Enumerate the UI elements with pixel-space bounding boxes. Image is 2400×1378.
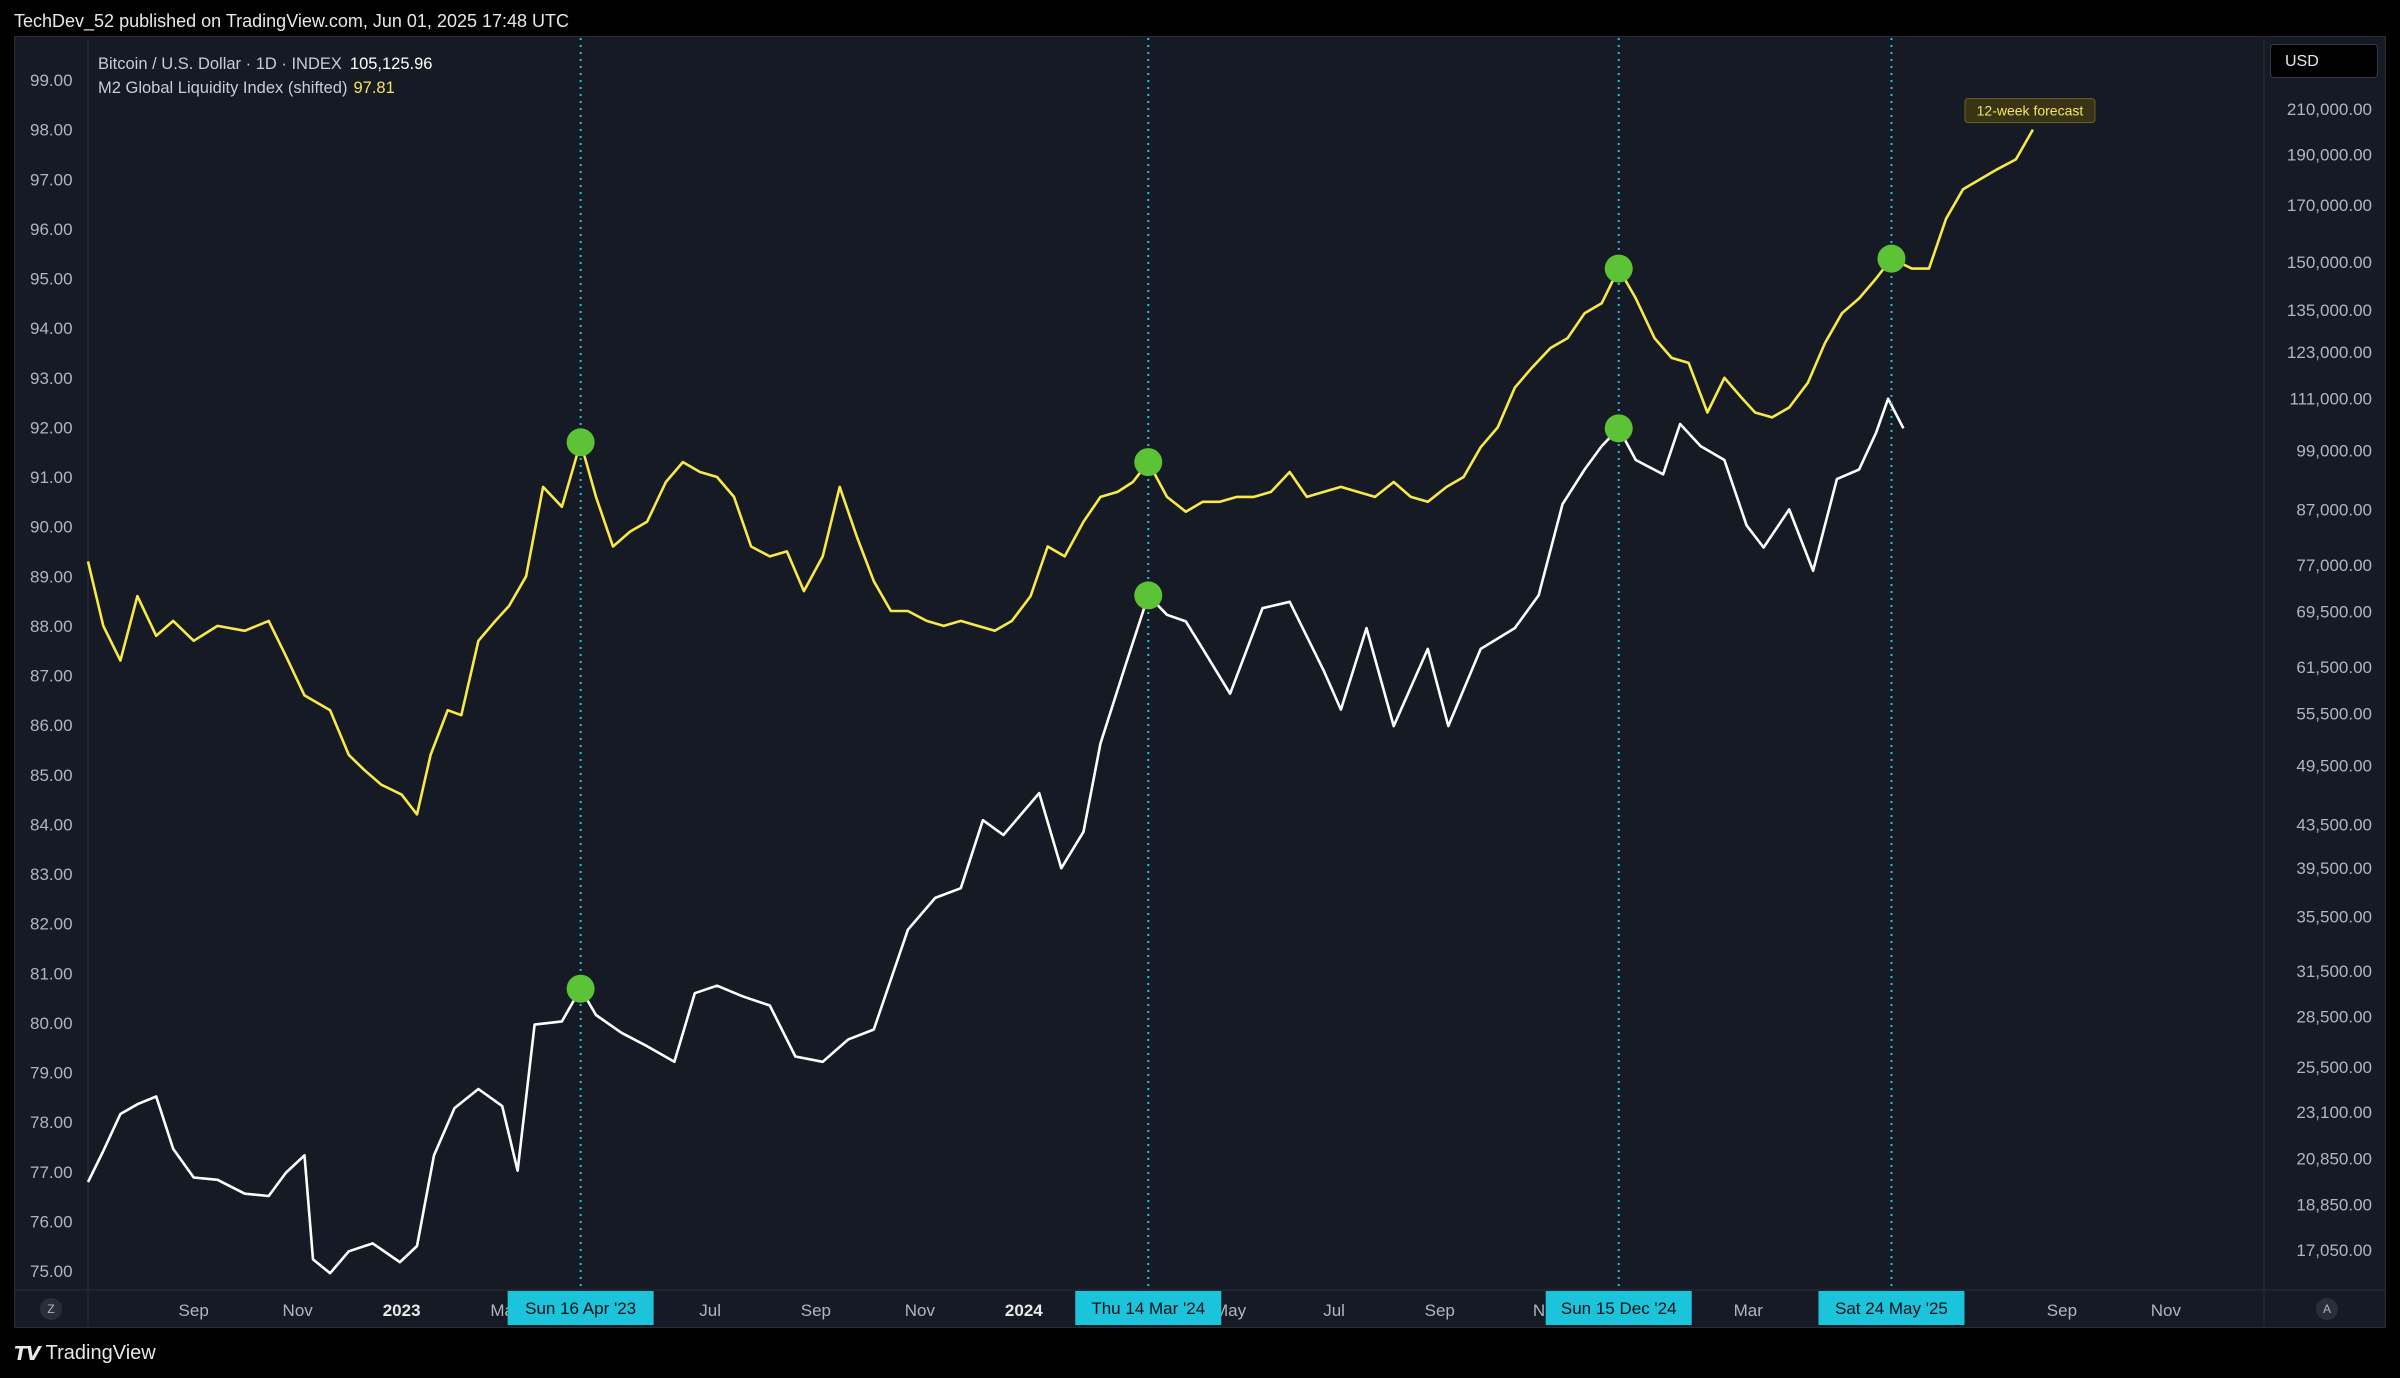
right-axis-tick: 99,000.00 <box>2296 442 2372 461</box>
right-axis-tick: 61,500.00 <box>2296 658 2372 677</box>
publish-header: TechDev_52 published on TradingView.com,… <box>0 0 2400 36</box>
m2-peak-marker <box>1877 244 1906 273</box>
btc-peak-marker <box>566 974 595 1003</box>
scale-z-button[interactable]: Z <box>40 1298 62 1320</box>
left-axis-tick: 87.00 <box>30 667 73 686</box>
footer-bar <box>0 1330 2400 1378</box>
right-axis-tick: 31,500.00 <box>2296 962 2372 981</box>
right-axis-tick: 111,000.00 <box>2289 390 2372 409</box>
legend-row-btc: Bitcoin / U.S. Dollar · 1D · INDEX 105,12… <box>98 52 432 76</box>
date-badge-label: Sat 24 May '25 <box>1835 1299 1948 1318</box>
left-axis-tick: 91.00 <box>30 468 73 487</box>
time-axis-tick: Nov <box>905 1301 936 1320</box>
right-axis-tick: 49,500.00 <box>2296 757 2372 776</box>
right-axis-tick: 28,500.00 <box>2296 1008 2372 1027</box>
right-axis-tick: 35,500.00 <box>2296 908 2372 927</box>
m2-peak-marker <box>566 428 595 457</box>
left-axis-tick: 86.00 <box>30 716 73 735</box>
date-badge <box>1075 1291 1222 1325</box>
time-axis-tick: Jul <box>1323 1301 1345 1320</box>
time-axis-tick: Sep <box>801 1301 831 1320</box>
left-axis-tick: 84.00 <box>30 815 73 834</box>
tradingview-logo[interactable]: 𝙏𝙑 TradingView <box>14 1342 156 1365</box>
chart-legend: Bitcoin / U.S. Dollar · 1D · INDEX 105,12… <box>98 52 432 100</box>
left-axis-tick: 94.00 <box>30 319 73 338</box>
right-axis-tick: 23,100.00 <box>2296 1103 2372 1122</box>
date-badge <box>1818 1291 1965 1325</box>
right-axis-tick: 210,000.00 <box>2287 100 2372 119</box>
right-axis-tick: 123,000.00 <box>2287 343 2372 362</box>
left-axis-tick: 83.00 <box>30 865 73 884</box>
left-axis-tick: 79.00 <box>30 1064 73 1083</box>
publish-info: TechDev_52 published on TradingView.com,… <box>14 11 570 31</box>
time-axis-tick: Jul <box>699 1301 721 1320</box>
forecast-annotation-box <box>1964 98 2096 124</box>
currency-button[interactable]: USD <box>2270 44 2378 78</box>
time-axis-tick: 2024 <box>1005 1301 1043 1320</box>
date-badge <box>507 1291 654 1325</box>
left-axis-tick: 85.00 <box>30 766 73 785</box>
left-axis-tick: 97.00 <box>30 170 73 189</box>
time-axis-tick: Nov <box>283 1301 314 1320</box>
time-axis-tick: Sep <box>1425 1301 1455 1320</box>
left-axis-tick: 80.00 <box>30 1014 73 1033</box>
time-axis-tick: Nov <box>2151 1301 2182 1320</box>
m2-peak-marker <box>1604 254 1633 283</box>
right-axis-tick: 43,500.00 <box>2296 815 2372 834</box>
tradingview-logo-icon: 𝙏𝙑 <box>14 1342 41 1365</box>
time-axis-tick: Sep <box>2047 1301 2077 1320</box>
legend-m2-name: M2 Global Liquidity Index (shifted) <box>98 79 348 97</box>
bitcoin-price-line <box>86 397 1905 1275</box>
legend-btc-name: Bitcoin / U.S. Dollar · 1D · INDEX <box>98 55 342 73</box>
m2-liquidity-line <box>86 128 2035 816</box>
btc-peak-marker <box>1604 414 1633 443</box>
right-axis-tick: 69,500.00 <box>2296 602 2372 621</box>
time-axis-tick: May <box>1214 1301 1247 1320</box>
right-axis-tick: 77,000.00 <box>2296 556 2372 575</box>
forecast-annotation-label: 12-week forecast <box>1977 103 2084 119</box>
auto-scale-button[interactable]: A <box>2316 1298 2338 1320</box>
right-axis-tick: 39,500.00 <box>2296 859 2372 878</box>
right-axis-tick: 135,000.00 <box>2287 301 2372 320</box>
right-axis-tick: 87,000.00 <box>2296 500 2372 519</box>
right-axis-tick: 150,000.00 <box>2287 253 2372 272</box>
left-axis-tick: 89.00 <box>30 567 73 586</box>
right-axis-tick: 18,850.00 <box>2296 1195 2372 1214</box>
time-axis-tick: 2023 <box>383 1301 421 1320</box>
right-axis-tick: 17,050.00 <box>2296 1241 2372 1260</box>
right-axis-tick: 20,850.00 <box>2296 1150 2372 1169</box>
left-axis-tick: 77.00 <box>30 1163 73 1182</box>
date-badge-label: Thu 14 Mar '24 <box>1091 1299 1205 1318</box>
right-axis-tick: 25,500.00 <box>2296 1058 2372 1077</box>
tradingview-brand: TradingView <box>45 1342 156 1364</box>
left-axis-tick: 93.00 <box>30 369 73 388</box>
left-axis-tick: 98.00 <box>30 121 73 140</box>
left-axis-tick: 75.00 <box>30 1262 73 1281</box>
left-axis-tick: 78.00 <box>30 1113 73 1132</box>
legend-btc-value: 105,125.96 <box>349 55 433 73</box>
chart-frame <box>14 36 2386 1328</box>
right-axis-tick: 55,500.00 <box>2296 705 2372 724</box>
btc-peak-marker <box>1134 581 1163 610</box>
date-badge-label: Sun 15 Dec '24 <box>1561 1299 1677 1318</box>
right-axis-tick: 190,000.00 <box>2287 145 2372 164</box>
left-axis-tick: 96.00 <box>30 220 73 239</box>
date-badge-label: Sun 16 Apr '23 <box>525 1299 636 1318</box>
left-axis-tick: 92.00 <box>30 418 73 437</box>
left-axis-tick: 88.00 <box>30 617 73 636</box>
time-axis-tick: Sep <box>179 1301 209 1320</box>
left-axis-tick: 90.00 <box>30 518 73 537</box>
date-badge <box>1545 1291 1692 1325</box>
time-axis-tick: Mar <box>1734 1301 1764 1320</box>
legend-m2-value: 97.81 <box>353 79 395 97</box>
left-axis-tick: 82.00 <box>30 915 73 934</box>
right-axis-tick: 170,000.00 <box>2287 196 2372 215</box>
legend-row-m2: M2 Global Liquidity Index (shifted) 97.81 <box>98 76 432 100</box>
left-axis-tick: 95.00 <box>30 270 73 289</box>
m2-peak-marker <box>1134 448 1163 477</box>
left-axis-tick: 76.00 <box>30 1212 73 1231</box>
left-axis-tick: 81.00 <box>30 964 73 983</box>
left-axis-tick: 99.00 <box>30 71 73 90</box>
